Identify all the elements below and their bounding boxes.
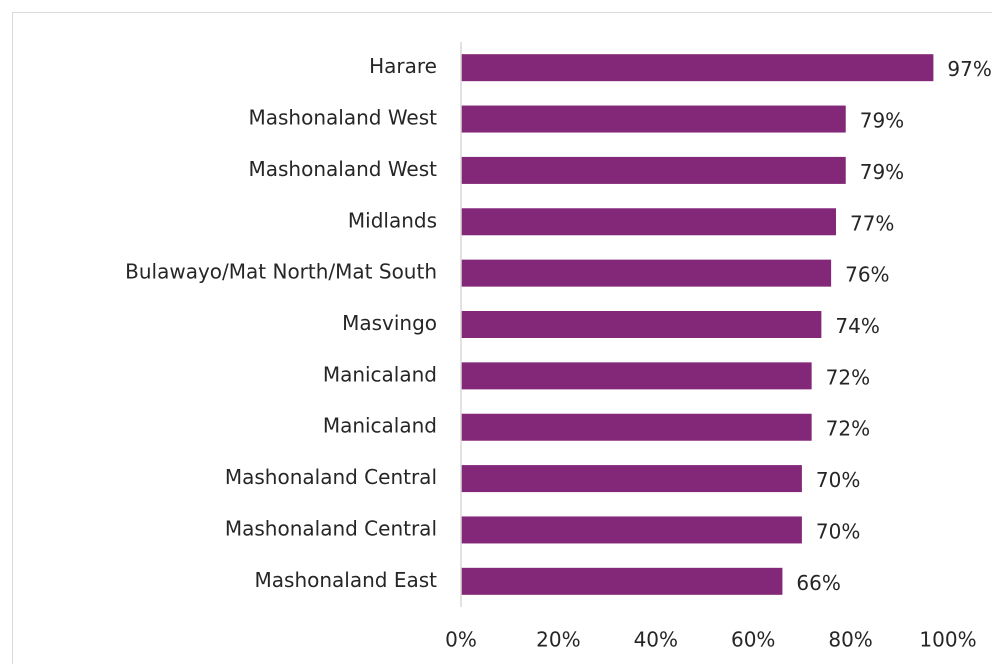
data-label: 70% bbox=[816, 519, 860, 543]
bar bbox=[461, 106, 846, 133]
y-tick-label: Mashonaland East bbox=[255, 568, 438, 592]
y-tick-label: Manicaland bbox=[323, 414, 437, 438]
x-tick-label: 20% bbox=[536, 628, 580, 652]
y-tick-label: Bulawayo/Mat North/Mat South bbox=[125, 260, 437, 284]
data-label: 79% bbox=[860, 109, 904, 133]
bar bbox=[461, 414, 812, 441]
data-label: 74% bbox=[835, 314, 879, 338]
data-label: 79% bbox=[860, 160, 904, 184]
x-tick-label: 40% bbox=[634, 628, 678, 652]
bar bbox=[461, 311, 821, 338]
bar bbox=[461, 465, 802, 492]
y-tick-label: Mashonaland Central bbox=[225, 516, 437, 540]
data-label: 76% bbox=[845, 263, 889, 287]
y-tick-label: Midlands bbox=[348, 208, 437, 232]
y-tick-label: Mashonaland Central bbox=[225, 465, 437, 489]
data-label: 97% bbox=[947, 57, 991, 81]
data-label: 72% bbox=[826, 417, 870, 441]
data-label: 66% bbox=[796, 571, 840, 595]
x-tick-label: 100% bbox=[919, 628, 976, 652]
y-tick-label: Mashonaland West bbox=[249, 106, 438, 130]
x-tick-label: 0% bbox=[445, 628, 477, 652]
x-tick-label: 80% bbox=[828, 628, 872, 652]
data-label: 77% bbox=[850, 211, 894, 235]
bar bbox=[461, 260, 831, 287]
x-tick-label: 60% bbox=[731, 628, 775, 652]
bar bbox=[461, 516, 802, 543]
bar bbox=[461, 54, 933, 81]
y-tick-label: Manicaland bbox=[323, 362, 437, 386]
data-label: 70% bbox=[816, 468, 860, 492]
y-tick-label: Mashonaland West bbox=[249, 157, 438, 181]
data-label: 72% bbox=[826, 365, 870, 389]
bar bbox=[461, 362, 812, 389]
bar bbox=[461, 208, 836, 235]
bar bbox=[461, 157, 846, 184]
y-tick-label: Harare bbox=[369, 54, 437, 78]
y-tick-label: Masvingo bbox=[342, 311, 437, 335]
bar bbox=[461, 568, 782, 595]
